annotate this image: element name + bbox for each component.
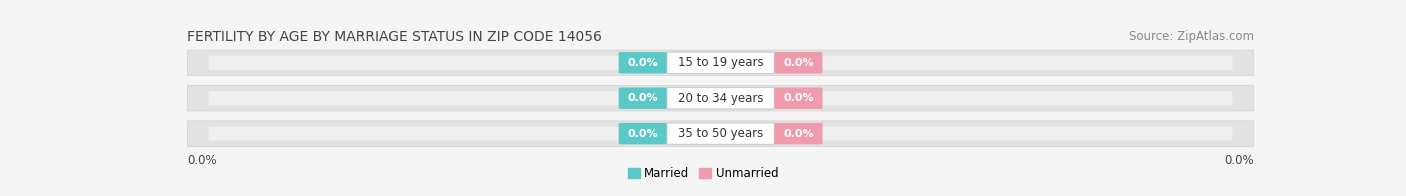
FancyBboxPatch shape <box>208 56 1233 70</box>
Text: 15 to 19 years: 15 to 19 years <box>678 56 763 69</box>
Text: 0.0%: 0.0% <box>187 154 217 167</box>
Text: 0.0%: 0.0% <box>783 129 814 139</box>
Text: 0.0%: 0.0% <box>783 93 814 103</box>
Text: 0.0%: 0.0% <box>783 58 814 68</box>
FancyBboxPatch shape <box>619 123 666 144</box>
FancyBboxPatch shape <box>208 91 1233 105</box>
FancyBboxPatch shape <box>619 87 666 109</box>
FancyBboxPatch shape <box>619 52 666 74</box>
FancyBboxPatch shape <box>187 121 1254 146</box>
FancyBboxPatch shape <box>666 87 775 109</box>
FancyBboxPatch shape <box>775 87 823 109</box>
FancyBboxPatch shape <box>775 123 823 144</box>
FancyBboxPatch shape <box>208 127 1233 141</box>
Text: 0.0%: 0.0% <box>1225 154 1254 167</box>
FancyBboxPatch shape <box>775 52 823 74</box>
FancyBboxPatch shape <box>666 123 775 144</box>
Text: Source: ZipAtlas.com: Source: ZipAtlas.com <box>1129 30 1254 43</box>
Text: 0.0%: 0.0% <box>627 58 658 68</box>
Text: 35 to 50 years: 35 to 50 years <box>678 127 763 140</box>
FancyBboxPatch shape <box>187 50 1254 75</box>
Text: 0.0%: 0.0% <box>627 93 658 103</box>
Text: 20 to 34 years: 20 to 34 years <box>678 92 763 105</box>
Text: 0.0%: 0.0% <box>627 129 658 139</box>
Text: FERTILITY BY AGE BY MARRIAGE STATUS IN ZIP CODE 14056: FERTILITY BY AGE BY MARRIAGE STATUS IN Z… <box>187 30 602 44</box>
Legend: Married, Unmarried: Married, Unmarried <box>623 162 783 185</box>
FancyBboxPatch shape <box>187 85 1254 111</box>
FancyBboxPatch shape <box>666 52 775 74</box>
